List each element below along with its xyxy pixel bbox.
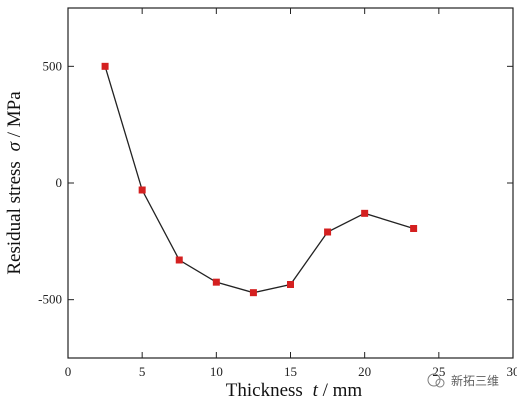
data-point <box>249 289 257 297</box>
y-axis-title: Residual stress σ / MPa <box>4 91 25 275</box>
x-tick-label: 10 <box>210 364 223 379</box>
watermark-text: 新拓三维 <box>451 373 499 388</box>
data-point <box>138 186 146 194</box>
y-axis-title-unit: / MPa <box>4 91 25 137</box>
series-layer <box>101 62 418 297</box>
x-axis-title-label: Thickness <box>226 380 303 401</box>
data-point <box>287 281 294 288</box>
x-tick-label: 5 <box>139 364 146 379</box>
y-axis-title-label: Residual stress <box>4 161 25 274</box>
x-axis-ticks: 0 5 10 15 20 25 30 <box>65 8 517 379</box>
series-line <box>104 66 414 294</box>
y-tick-label: -500 <box>38 292 62 307</box>
data-point <box>175 256 183 264</box>
y-tick-label: 500 <box>43 58 63 73</box>
data-point <box>101 62 109 70</box>
data-point <box>212 278 220 286</box>
x-axis-title: Thickness t / mm <box>226 380 363 401</box>
x-tick-label: 0 <box>65 364 72 379</box>
y-axis-title-variable: σ <box>4 141 25 151</box>
x-axis-title-variable: t <box>313 380 319 401</box>
data-point <box>324 228 332 236</box>
x-tick-label: 20 <box>358 364 371 379</box>
x-axis-title-unit: / mm <box>323 380 363 401</box>
plot-frame <box>67 7 514 359</box>
x-tick-label: 30 <box>507 364 517 379</box>
data-point <box>361 209 369 217</box>
x-tick-label: 15 <box>284 364 297 379</box>
wechat-icon-dot <box>435 378 445 388</box>
y-axis-ticks: 500 0 -500 <box>38 58 513 307</box>
data-point <box>410 225 418 232</box>
watermark: 新拓三维 <box>427 373 499 388</box>
y-tick-label: 0 <box>56 175 63 190</box>
wechat-icon <box>427 373 441 387</box>
x-tick-label: 25 <box>432 364 445 379</box>
